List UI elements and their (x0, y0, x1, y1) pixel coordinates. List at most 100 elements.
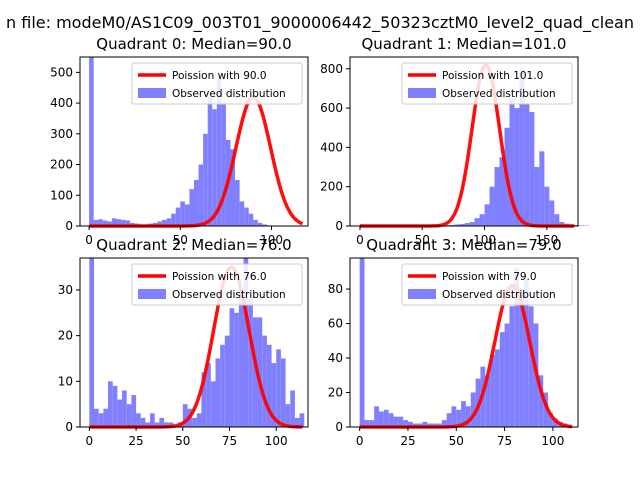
histogram-bar (441, 420, 447, 427)
histogram-bar (111, 218, 117, 226)
histogram-bar (248, 213, 254, 226)
y-tick-label: 300 (50, 127, 73, 141)
quadrant-0-panel: 0 50 100 0 100 200 300 400 500 Quadrant 0: Median… (50, 35, 309, 247)
histogram-bar (280, 358, 286, 427)
y-tick-label: 400 (50, 96, 73, 110)
x-tick-label: 0 (356, 434, 364, 448)
histogram-bar (499, 157, 505, 226)
x-tick-label: 100 (260, 233, 283, 247)
y-tick-label: 100 (50, 188, 73, 202)
histogram-bar (175, 207, 181, 226)
histogram-bar (470, 392, 476, 427)
histogram-bar (182, 404, 188, 427)
histogram-bar (150, 413, 155, 427)
y-tick-label: 0 (65, 420, 73, 434)
legend-observed-label: Observed distribution (172, 289, 286, 301)
histogram-bar (257, 317, 263, 427)
histogram-bar (125, 220, 131, 226)
histogram-bar (393, 416, 399, 427)
x-tick-label: 50 (449, 434, 464, 448)
x-tick-label: 100 (265, 434, 288, 448)
histogram-bar (554, 214, 560, 226)
axes-frame (79, 56, 309, 227)
x-tick-label: 100 (541, 434, 564, 448)
histogram-bar (252, 317, 258, 427)
x-tick-label: 0 (356, 233, 364, 247)
histogram-bar (234, 312, 239, 427)
histogram-bar (93, 219, 99, 226)
histogram-bar (469, 222, 475, 226)
axes-frame (349, 257, 579, 428)
histogram-bar (210, 381, 216, 427)
histogram-bar (534, 167, 540, 226)
histogram-bar (94, 408, 99, 427)
histogram-bar (224, 335, 230, 427)
histogram-bar (221, 103, 226, 226)
histogram-bar (523, 280, 529, 427)
histogram-bar (407, 421, 413, 427)
y-tick-label: 500 (50, 65, 73, 79)
histogram-bar (290, 390, 295, 427)
legend-box (131, 263, 303, 306)
panel-title: Quadrant 0: Median=90.0 (96, 35, 291, 53)
histogram-bar (201, 372, 207, 427)
histogram-bar (116, 219, 122, 226)
y-tick-label: 60 (328, 317, 343, 331)
histogram-bar (168, 422, 174, 427)
y-tick-label: 20 (328, 386, 343, 400)
histogram-bar (539, 151, 545, 226)
histogram-bar (89, 57, 94, 226)
y-tick-label: 20 (58, 329, 73, 343)
histogram-bar (136, 413, 141, 427)
histogram-bar (479, 214, 485, 226)
histogram-bar (519, 289, 524, 427)
histogram-bar (543, 392, 549, 427)
y-tick-label: 200 (50, 158, 73, 172)
histogram-bar (528, 306, 534, 427)
quadrant-1-panel: 0 50 100 150 0 200 400 600 800 Quadrant 1: Median… (320, 35, 590, 247)
histogram-bar (262, 224, 267, 226)
y-tick-label: 0 (335, 420, 343, 434)
x-tick-label: 0 (85, 233, 93, 247)
histogram-bar (456, 409, 462, 427)
histogram-bar (121, 219, 126, 226)
histogram-bar (509, 98, 515, 226)
axes-frame (349, 56, 579, 227)
histogram-bar (189, 189, 194, 226)
histogram-bar (198, 164, 204, 226)
histogram-bar (285, 404, 291, 427)
histogram-bar (154, 422, 160, 427)
histogram-bar (157, 221, 163, 226)
histogram-bar (364, 420, 370, 427)
histogram-bar (559, 222, 565, 226)
x-tick-label: 150 (535, 233, 558, 247)
histogram-bar (212, 109, 217, 226)
legend-fit-label: Poission with 79.0 (442, 271, 537, 283)
histogram-bar (196, 413, 202, 427)
legend-fit-label: Poission with 90.0 (172, 70, 267, 82)
histogram-bar (494, 167, 500, 226)
legend-observed-label: Observed distribution (442, 88, 556, 100)
y-tick-label: 400 (320, 140, 343, 154)
histogram-bar (459, 224, 465, 226)
x-tick-label: 75 (222, 434, 237, 448)
histogram-bar (184, 204, 190, 226)
histogram-bar (465, 406, 471, 427)
histogram-bar (103, 408, 109, 427)
histogram-bar (514, 108, 520, 226)
histogram-bar (529, 112, 535, 226)
histogram-bar (461, 401, 466, 427)
histogram-bar (446, 413, 452, 427)
histogram-bar (388, 413, 394, 427)
legend-observed-label: Observed distribution (442, 289, 556, 301)
legend-observed-swatch (408, 289, 436, 299)
histogram-bar (378, 411, 384, 427)
y-tick-label: 10 (58, 374, 73, 388)
panel-title: Quadrant 3: Median=79.0 (366, 236, 561, 254)
x-tick-label: 50 (173, 233, 188, 247)
histogram-bar (253, 219, 258, 226)
histogram-bar (102, 220, 108, 226)
histogram-bar (548, 413, 553, 427)
histogram-bar (216, 78, 222, 226)
histogram-bar (122, 390, 127, 427)
